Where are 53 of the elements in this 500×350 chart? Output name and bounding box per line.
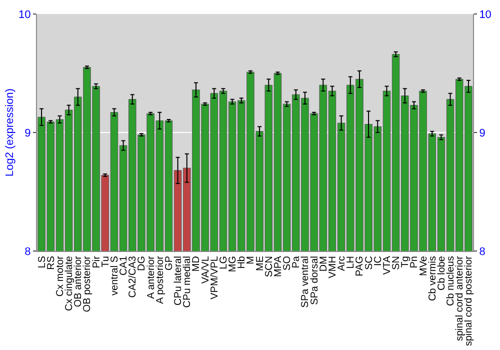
x-tick-label: Cx motor — [54, 255, 66, 297]
x-tick-label: MVe — [418, 256, 430, 276]
x-tick-label: VTA — [382, 256, 393, 275]
x-tick-label: ME — [254, 256, 266, 271]
x-tick-label: Cb lobe — [436, 256, 448, 290]
x-tick-label: LG — [218, 256, 230, 270]
x-tick-label: A posterior — [154, 255, 166, 304]
x-tick-label: IC — [372, 256, 384, 266]
y-tick-label: 9 — [24, 127, 31, 140]
x-tick-label: Pir — [91, 255, 102, 268]
y2-tick-label: 9 — [479, 127, 486, 140]
x-tick-label: SPa ventral — [300, 256, 312, 308]
x-tick-label: SC — [364, 256, 375, 270]
y-axis-title: Log2 (expression) — [4, 88, 16, 177]
x-tick-label: VA/VL — [200, 256, 212, 284]
x-tick-label: SPa dorsal — [309, 256, 320, 305]
x-tick-label: PAG — [354, 256, 366, 276]
x-tick-label: VPM/VPL — [209, 256, 220, 300]
x-tick-label: LS — [36, 256, 48, 268]
x-tick-label: SO — [282, 256, 294, 270]
x-tick-label: Pa — [291, 256, 302, 268]
x-tick-label: OB posterior — [82, 255, 94, 312]
x-tick-label: Cb nucleus — [446, 256, 457, 306]
x-tick-label: SCN — [264, 256, 275, 278]
x-tick-label: LH — [346, 256, 357, 269]
x-tick-label: CPu medial — [182, 256, 194, 308]
x-tick-label: GP — [164, 256, 175, 270]
x-tick-label: M — [246, 256, 257, 264]
x-tick-label: ventral S — [109, 256, 120, 296]
x-tick-label: Cb vermis — [427, 256, 438, 302]
x-tick-label: Cx cingulate — [64, 256, 76, 312]
y-tick-label: 10 — [18, 8, 31, 21]
y-tick-label: 8 — [24, 246, 31, 258]
x-tick-label: A anterior — [146, 255, 157, 299]
x-tick-label: MD — [191, 256, 202, 272]
x-tick-label: MPA — [272, 256, 284, 277]
x-tick-label: spinal cord anterior — [454, 255, 466, 342]
x-tick-label: CA2/CA3 — [128, 256, 139, 298]
x-tick-label: Arc — [336, 256, 348, 271]
x-tick-label: Tu — [100, 256, 112, 268]
x-tick-label: Tg — [400, 256, 412, 268]
y2-tick-label: 8 — [479, 246, 486, 258]
x-tick-label: spinal cord posterior — [464, 255, 475, 346]
x-tick-label: CA1 — [118, 256, 130, 276]
y2-tick-label: 10 — [479, 8, 492, 21]
x-tick-label: RS — [46, 256, 57, 270]
x-tick-label: DG — [136, 256, 148, 271]
x-tick-label: VMH — [327, 256, 338, 278]
x-tick-label: Hb — [236, 256, 248, 269]
x-tick-label: OB anterior — [73, 255, 84, 308]
x-tick-label: Pn — [409, 256, 420, 268]
x-tick-label: DM — [318, 256, 330, 272]
x-tick-label: SN — [391, 256, 402, 270]
